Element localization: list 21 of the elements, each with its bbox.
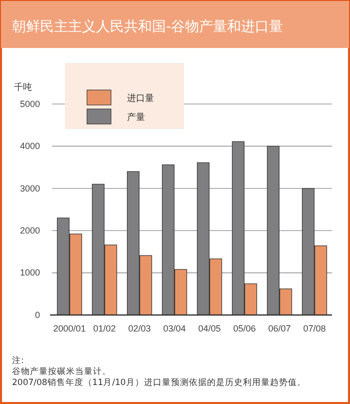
y-tick-label: 0 <box>34 310 40 320</box>
x-tick-label: 01/02 <box>93 323 116 334</box>
x-tick-label: 06/07 <box>268 323 291 334</box>
y-tick-label: 3000 <box>20 183 40 194</box>
legend-label: 进口量 <box>127 93 154 104</box>
text: 谷物产量按碾米当量计。 <box>12 366 111 377</box>
y-tick-label: 5000 <box>20 98 40 109</box>
text: 注: <box>12 355 24 366</box>
x-tick-label: 05/06 <box>233 323 256 334</box>
x-tick-label: 07/08 <box>303 323 326 334</box>
y-tick-label: 1000 <box>20 268 40 278</box>
y-tick-label: 2000 <box>20 225 40 236</box>
x-tick-label: 03/04 <box>163 323 186 334</box>
chart-title: 朝鲜民主主义人民共和国-谷物产量和进口量 <box>12 19 284 35</box>
x-tick-label: 2000/01 <box>53 323 86 334</box>
x-tick-label: 02/03 <box>128 323 151 334</box>
legend-label: 产量 <box>127 112 145 123</box>
y-tick-label: 4000 <box>20 141 40 152</box>
y-axis-title: 千吨 <box>14 82 32 93</box>
text: 2007/08销售年度（11月/10月）进口量预测依据的是历史利用量趋势值。 <box>12 377 306 388</box>
x-tick-label: 04/05 <box>198 323 221 334</box>
